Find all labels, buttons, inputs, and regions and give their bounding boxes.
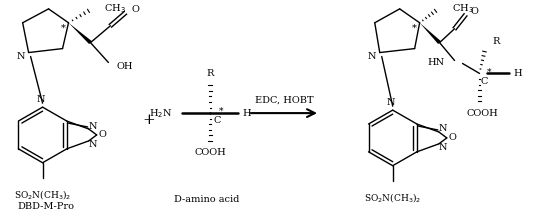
Text: H: H [513, 69, 522, 78]
Text: O: O [471, 7, 478, 16]
Text: R: R [493, 37, 500, 46]
Text: *: * [61, 23, 66, 32]
Text: D-amino acid: D-amino acid [175, 195, 240, 204]
Text: EDC, HOBT: EDC, HOBT [255, 96, 314, 105]
Text: O: O [132, 5, 139, 14]
Text: SO$_2$N(CH$_3$)$_2$: SO$_2$N(CH$_3$)$_2$ [14, 188, 71, 200]
Text: CH$_3$: CH$_3$ [452, 2, 473, 15]
Text: H$_2$N: H$_2$N [149, 107, 173, 120]
Text: R: R [206, 69, 214, 78]
Text: N: N [17, 52, 25, 61]
Text: *: * [219, 107, 223, 116]
Text: COOH: COOH [467, 109, 498, 118]
Text: N: N [439, 143, 447, 152]
Text: N: N [439, 124, 447, 133]
Text: C: C [213, 116, 221, 125]
Text: *: * [487, 68, 491, 77]
Text: N: N [387, 98, 395, 107]
Text: +: + [142, 113, 155, 127]
Text: N: N [88, 140, 97, 149]
Text: *: * [412, 23, 417, 32]
Text: SO$_2$N(CH$_3$)$_2$: SO$_2$N(CH$_3$)$_2$ [364, 191, 421, 204]
Text: COOH: COOH [194, 148, 226, 157]
Polygon shape [420, 23, 441, 44]
Text: DBD-M-Pro: DBD-M-Pro [17, 202, 74, 211]
Text: O: O [99, 130, 107, 139]
Text: O: O [449, 133, 457, 142]
Text: CH$_3$: CH$_3$ [105, 2, 126, 15]
Text: N: N [368, 52, 376, 61]
Text: OH: OH [116, 62, 133, 71]
Text: HN: HN [427, 58, 445, 67]
Text: N: N [36, 95, 45, 104]
Text: H: H [242, 109, 251, 118]
Text: C: C [481, 77, 488, 86]
Polygon shape [69, 23, 92, 44]
Text: N: N [88, 122, 97, 131]
